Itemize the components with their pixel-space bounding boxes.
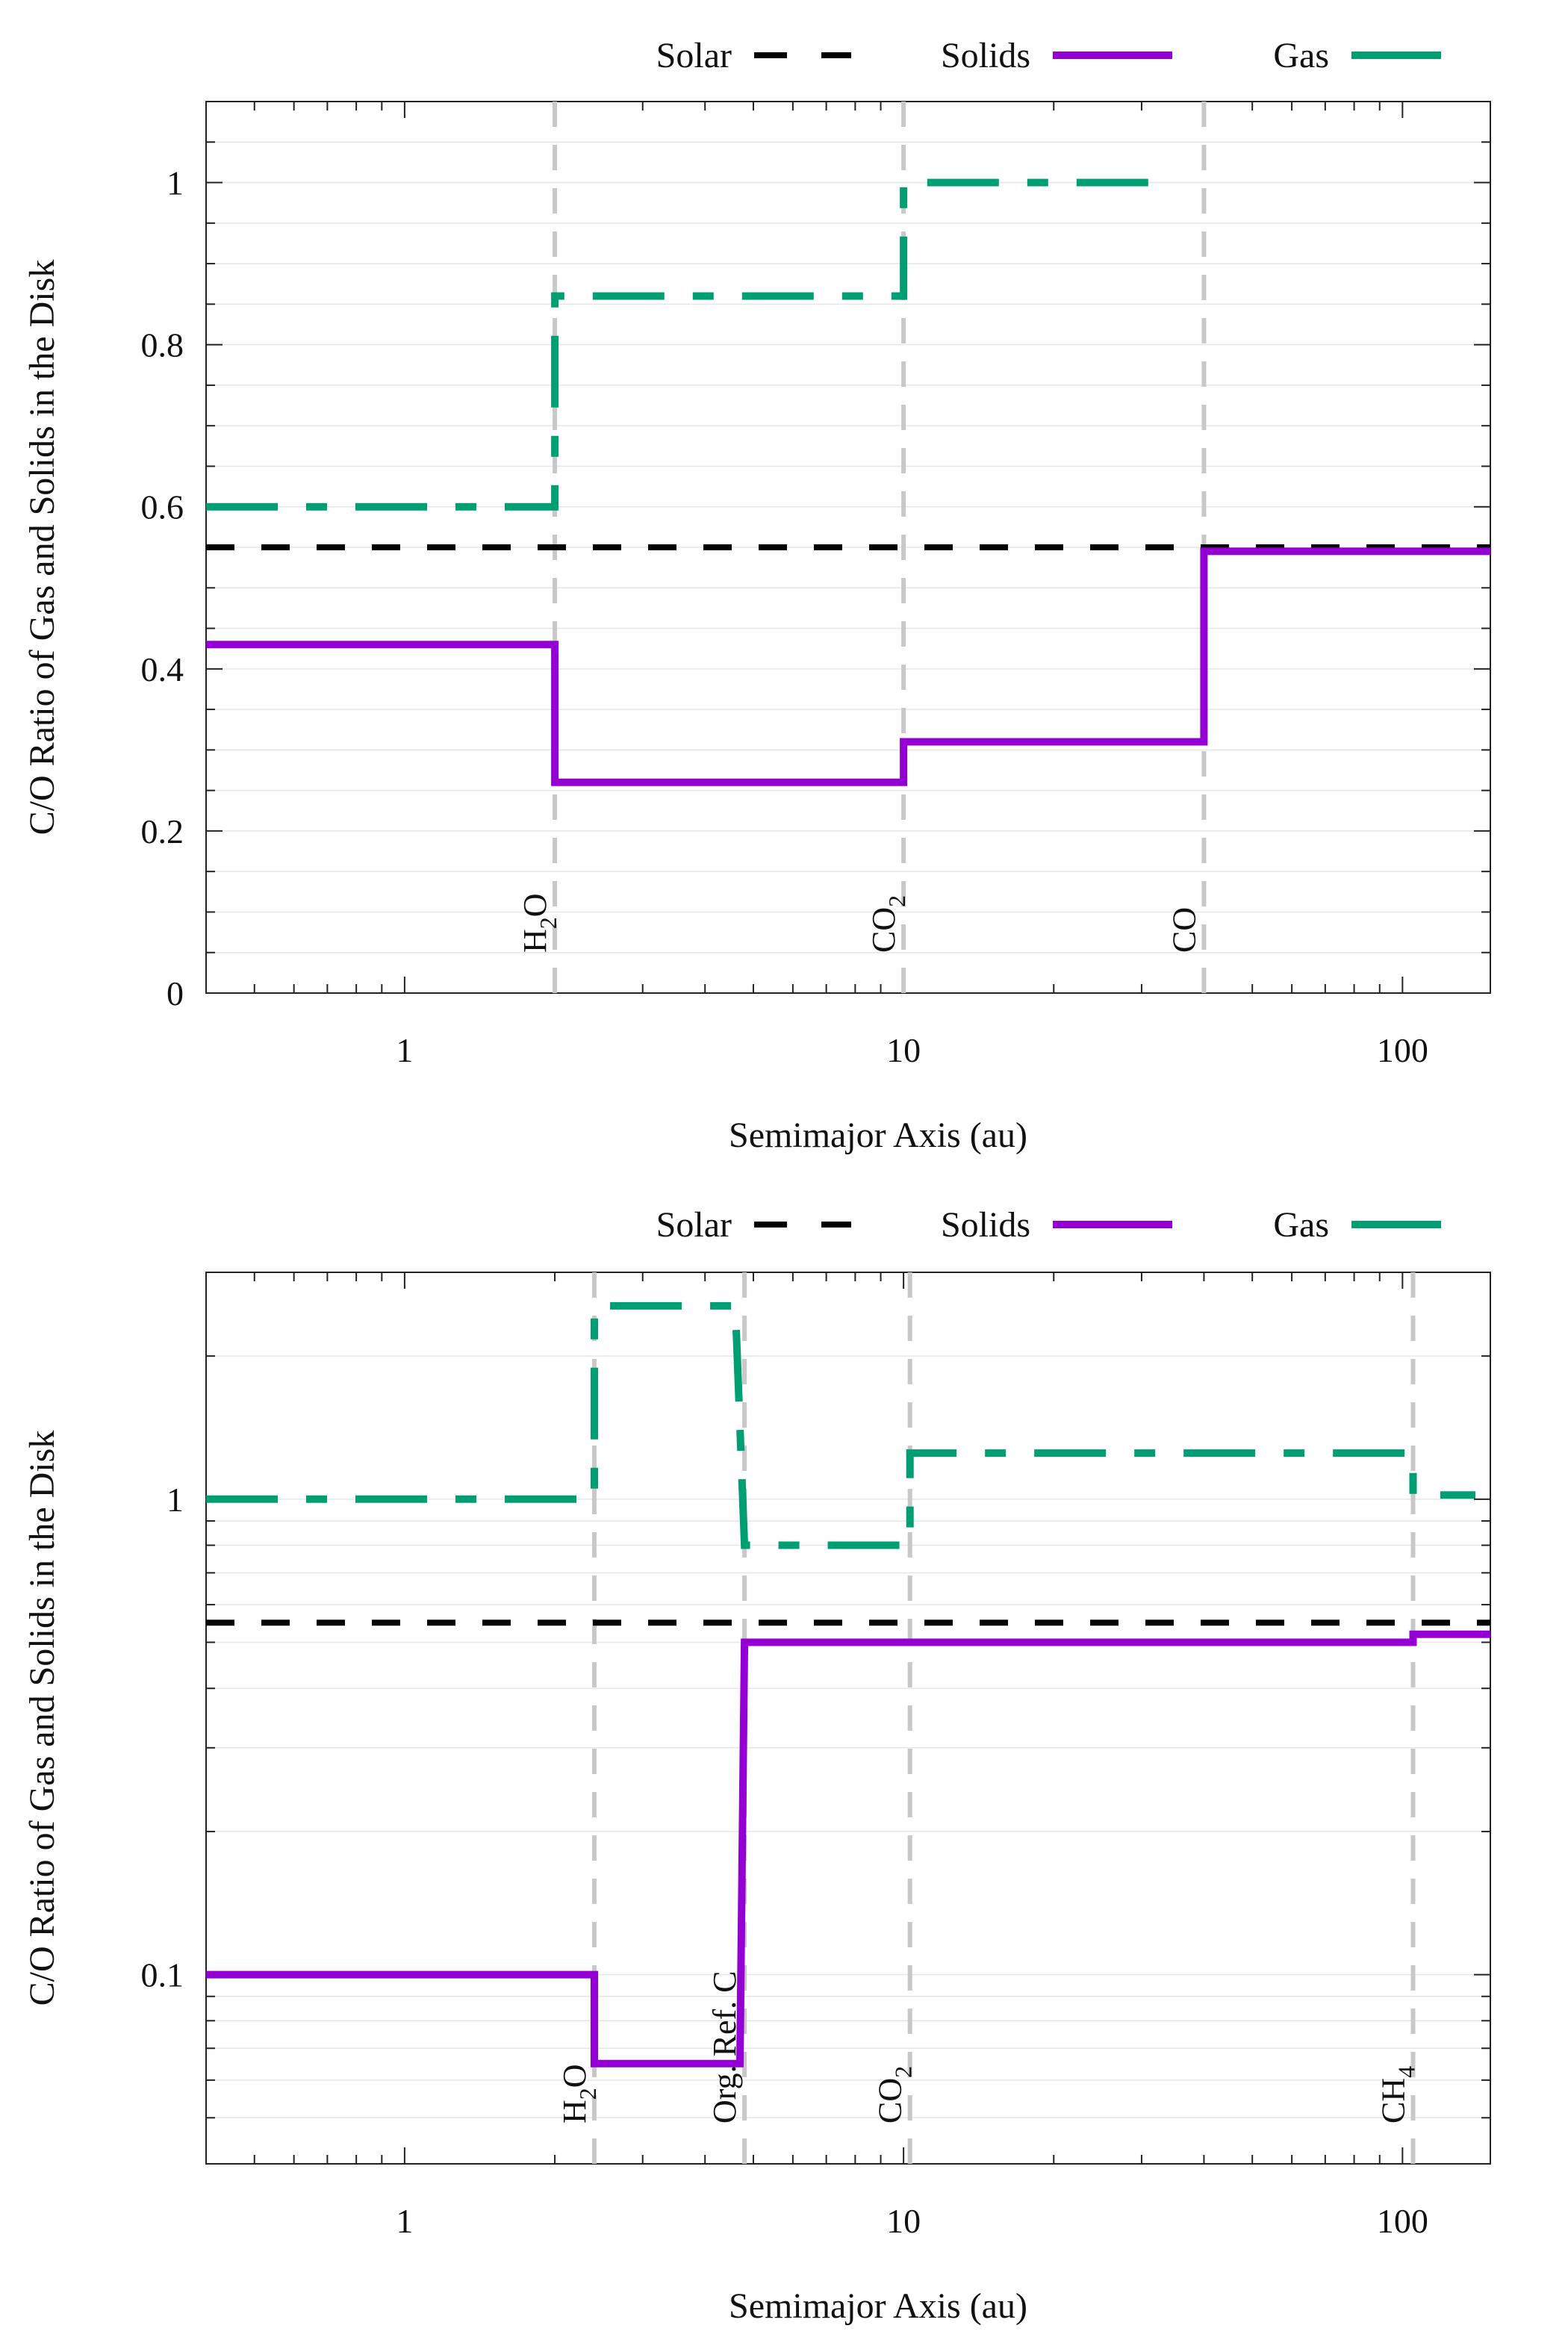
legend-label-solar: Solar <box>656 1205 732 1245</box>
ice-line-label-subscript: 4 <box>1393 2066 1419 2078</box>
x-axis-title: Semimajor Axis (au) <box>729 1116 1027 1155</box>
y-tick-label: 0.6 <box>141 488 184 526</box>
series-line-gas <box>206 178 1163 511</box>
plot-frame <box>205 1272 1491 2165</box>
ice-line-label-subscript: 2 <box>574 2088 601 2100</box>
y-ticks: 0 0.2 0.4 0.6 0.8 1 <box>141 101 1490 1012</box>
ice-line-label: CO2 <box>865 895 910 953</box>
y-tick-label: 1 <box>167 1481 184 1519</box>
ice-line-label-main: H <box>556 2100 593 2124</box>
legend: Solar Solids Gas <box>656 1205 1441 1245</box>
y-tick-label: 0.1 <box>141 1956 184 1994</box>
ice-line-label-main: H <box>517 929 553 953</box>
y-tick-label: 0 <box>167 974 184 1012</box>
ice-line-label-main: CH <box>1375 2078 1411 2124</box>
legend: Solar Solids Gas <box>656 36 1441 75</box>
y-axis-title: C/O Ratio of Gas and Solids in the Disk <box>22 260 62 836</box>
ice-line-label-tail: O <box>556 2064 593 2088</box>
grid-lines <box>206 1355 1490 2119</box>
ice-line-label-subscript: 2 <box>883 895 910 907</box>
series-line-solids <box>206 547 1490 786</box>
series-lines <box>206 1301 1490 2068</box>
x-tick-label: 1 <box>396 2202 413 2240</box>
x-tick-label: 1 <box>396 1031 413 1069</box>
ice-line-label-subscript: 2 <box>535 917 561 929</box>
ice-line-label: H2O <box>517 893 561 953</box>
x-tick-label: 10 <box>886 1031 921 1069</box>
y-tick-label: 1 <box>167 164 184 202</box>
ice-line-label: CO2 <box>872 2066 917 2124</box>
x-ticks: 1 10 100 <box>205 1272 1428 2240</box>
series-line-solids <box>206 1630 1490 2068</box>
y-ticks: 0.11 <box>141 1355 1490 2119</box>
chart-1: 1 10 100 0 0.2 0.4 0.6 0.8 1 Semimajor Axis (au) C… <box>22 36 1491 1155</box>
legend-label-gas: Gas <box>1273 36 1329 75</box>
series-lines <box>206 178 1490 786</box>
ice-line-label: CH4 <box>1375 2066 1419 2124</box>
ice-line-label-main: CO <box>872 2078 909 2124</box>
ice-line-label: H2O <box>556 2064 601 2124</box>
legend-label-solids: Solids <box>941 36 1030 75</box>
y-tick-label: 0.2 <box>141 812 184 850</box>
ice-line-label: CO <box>1166 907 1202 953</box>
y-axis-title: C/O Ratio of Gas and Solids in the Disk <box>22 1431 62 2006</box>
x-ticks: 1 10 100 <box>205 102 1428 1069</box>
legend-label-solar: Solar <box>656 36 732 75</box>
x-axis-title: Semimajor Axis (au) <box>729 2286 1027 2326</box>
y-tick-label: 0.8 <box>141 326 184 364</box>
ice-line-label-main: CO <box>1166 907 1202 953</box>
ice-line-label-subscript: 2 <box>890 2066 917 2078</box>
legend-label-solids: Solids <box>941 1205 1030 1245</box>
x-tick-label: 10 <box>886 2202 921 2240</box>
ice-line-label-main: CO <box>865 907 902 953</box>
legend-label-gas: Gas <box>1273 1205 1329 1245</box>
ice-line-label-tail: O <box>517 893 553 917</box>
x-tick-label: 100 <box>1377 1031 1428 1069</box>
x-tick-label: 100 <box>1377 2202 1428 2240</box>
y-tick-label: 0.4 <box>141 650 184 688</box>
series-line-gas <box>206 1301 1475 1549</box>
